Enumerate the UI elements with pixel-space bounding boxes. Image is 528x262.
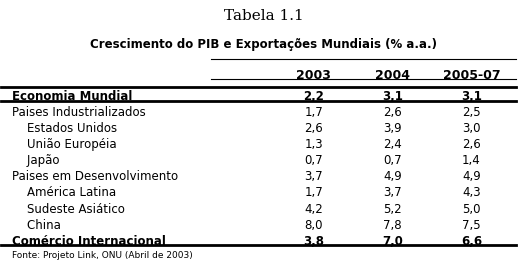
Text: 2004: 2004 bbox=[375, 69, 410, 82]
Text: 4,9: 4,9 bbox=[462, 171, 481, 183]
Text: 2,5: 2,5 bbox=[462, 106, 481, 119]
Text: 3,7: 3,7 bbox=[305, 171, 323, 183]
Text: Crescimento do PIB e Exportações Mundiais (% a.a.): Crescimento do PIB e Exportações Mundiai… bbox=[90, 38, 438, 51]
Text: 2,6: 2,6 bbox=[462, 138, 481, 151]
Text: 1,3: 1,3 bbox=[305, 138, 323, 151]
Text: Comércio Internacional: Comércio Internacional bbox=[12, 234, 166, 248]
Text: 2003: 2003 bbox=[296, 69, 332, 82]
Text: 1,7: 1,7 bbox=[305, 106, 323, 119]
Text: Paises em Desenvolvimento: Paises em Desenvolvimento bbox=[12, 171, 178, 183]
Text: 2,6: 2,6 bbox=[305, 122, 323, 135]
Text: China: China bbox=[12, 219, 61, 232]
Text: 3,1: 3,1 bbox=[382, 90, 403, 103]
Text: Sudeste Asiático: Sudeste Asiático bbox=[12, 203, 125, 216]
Text: 3,0: 3,0 bbox=[462, 122, 480, 135]
Text: 2005-07: 2005-07 bbox=[442, 69, 500, 82]
Text: 3,8: 3,8 bbox=[304, 234, 324, 248]
Text: 5,0: 5,0 bbox=[462, 203, 480, 216]
Text: 2,6: 2,6 bbox=[383, 106, 402, 119]
Text: 3,9: 3,9 bbox=[383, 122, 402, 135]
Text: Estados Unidos: Estados Unidos bbox=[12, 122, 117, 135]
Text: Paises Industrializados: Paises Industrializados bbox=[12, 106, 146, 119]
Text: 7,8: 7,8 bbox=[383, 219, 402, 232]
Text: 0,7: 0,7 bbox=[305, 155, 323, 167]
Text: Tabela 1.1: Tabela 1.1 bbox=[224, 9, 304, 23]
Text: 4,9: 4,9 bbox=[383, 171, 402, 183]
Text: 8,0: 8,0 bbox=[305, 219, 323, 232]
Text: Fonte: Projeto Link, ONU (Abril de 2003): Fonte: Projeto Link, ONU (Abril de 2003) bbox=[12, 250, 193, 260]
Text: América Latina: América Latina bbox=[12, 187, 116, 199]
Text: 3,7: 3,7 bbox=[383, 187, 402, 199]
Text: 3,1: 3,1 bbox=[461, 90, 482, 103]
Text: 0,7: 0,7 bbox=[383, 155, 402, 167]
Text: 7,0: 7,0 bbox=[382, 234, 403, 248]
Text: 1,4: 1,4 bbox=[462, 155, 481, 167]
Text: 2,2: 2,2 bbox=[304, 90, 324, 103]
Text: 4,3: 4,3 bbox=[462, 187, 481, 199]
Text: União Européia: União Européia bbox=[12, 138, 117, 151]
Text: Japão: Japão bbox=[12, 155, 59, 167]
Text: 7,5: 7,5 bbox=[462, 219, 481, 232]
Text: Economia Mundial: Economia Mundial bbox=[12, 90, 133, 103]
Text: 2,4: 2,4 bbox=[383, 138, 402, 151]
Text: 4,2: 4,2 bbox=[305, 203, 323, 216]
Text: 5,2: 5,2 bbox=[383, 203, 402, 216]
Text: 6,6: 6,6 bbox=[461, 234, 482, 248]
Text: 1,7: 1,7 bbox=[305, 187, 323, 199]
